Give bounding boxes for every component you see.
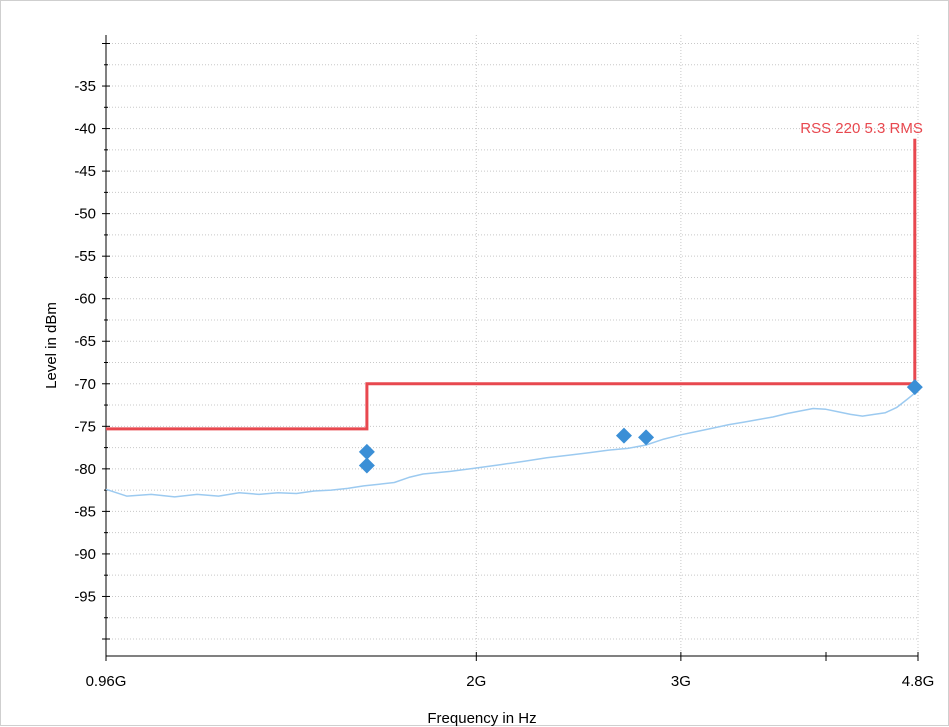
limit-line [106, 138, 917, 431]
labels: -35 -40 -45 -50 -55 -60 -65 -70 -75 -80 -85 -90 -95 0… [43, 78, 934, 727]
y-tick-label: -80 [74, 461, 96, 478]
peak-marker [358, 443, 375, 460]
y-tick-label: -65 [74, 333, 96, 350]
x-tick-label: 3G [671, 673, 691, 690]
y-tick-label: -75 [74, 418, 96, 435]
x-tick-label: 2G [466, 673, 486, 690]
measurement-trace [105, 390, 919, 498]
x-tick-label: 4.8G [902, 673, 935, 690]
x-tick-label: 0.96G [86, 673, 127, 690]
y-tick-label: -45 [74, 163, 96, 180]
y-tick-label: -90 [74, 546, 96, 563]
y-tick-label: -70 [74, 376, 96, 393]
y-tick-label: -50 [74, 206, 96, 223]
peak-marker [906, 379, 923, 396]
y-tick-label: -60 [74, 291, 96, 308]
limit-label: RSS 220 5.3 RMS [800, 120, 923, 137]
grid [106, 35, 919, 656]
y-tick-label: -40 [74, 121, 96, 138]
peak-marker [615, 427, 632, 444]
x-axis-title: Frequency in Hz [427, 710, 536, 727]
y-axis-title: Level in dBm [43, 302, 60, 389]
y-tick-label: -55 [74, 248, 96, 265]
peak-marker [638, 429, 655, 446]
axes [102, 35, 919, 661]
y-tick-label: -35 [74, 78, 96, 95]
peak-marker [358, 457, 375, 474]
y-tick-label: -85 [74, 503, 96, 520]
series [105, 138, 923, 498]
y-tick-label: -95 [74, 588, 96, 605]
